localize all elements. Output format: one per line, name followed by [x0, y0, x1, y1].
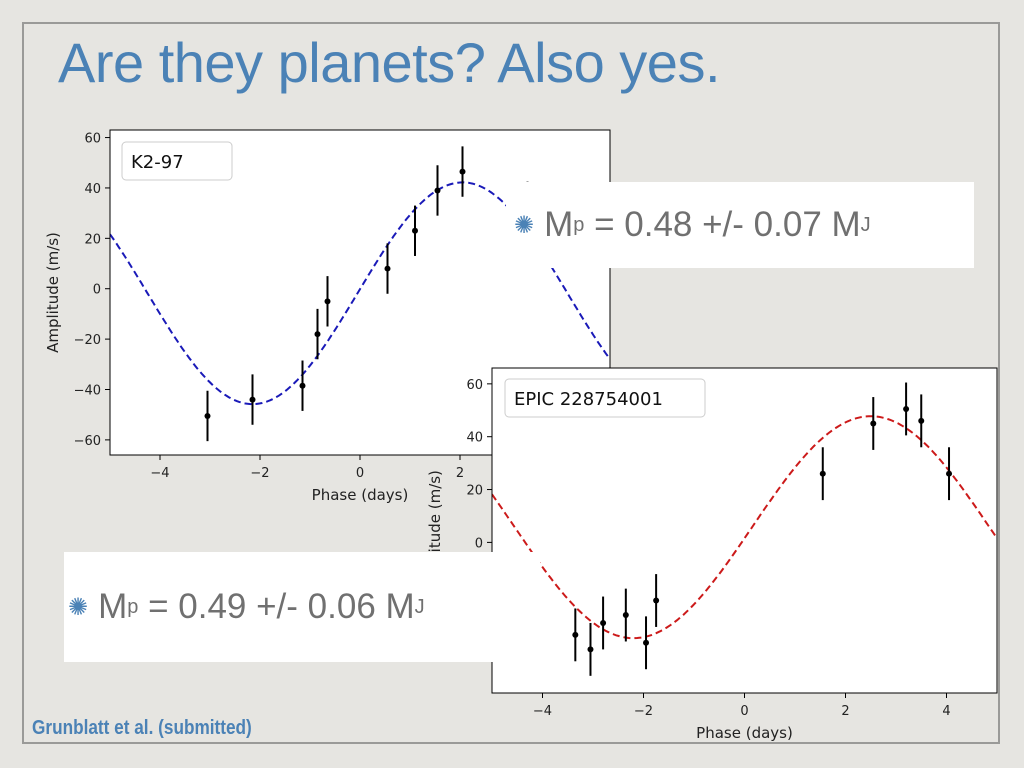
- data-marker: [572, 631, 579, 638]
- x-axis-title: Phase (days): [312, 486, 409, 504]
- x-tick-label: 2: [456, 466, 464, 481]
- asterisk-bullet-icon: ✺: [68, 593, 89, 621]
- data-point: [643, 616, 650, 670]
- x-tick-label: 0: [356, 466, 364, 481]
- y-tick-label: −40: [74, 383, 101, 398]
- data-point: [299, 360, 306, 411]
- y-tick-label: −60: [74, 434, 101, 449]
- data-point: [918, 394, 925, 448]
- data-marker: [249, 396, 256, 403]
- x-tick-label: 4: [942, 704, 950, 719]
- mass-symbol-subscript: p: [573, 213, 585, 236]
- data-marker: [819, 470, 826, 477]
- data-point: [946, 447, 953, 501]
- y-tick-label: −20: [74, 333, 101, 348]
- data-point: [653, 574, 660, 627]
- data-point: [314, 308, 321, 360]
- x-axis-title: Phase (days): [696, 724, 793, 742]
- data-point: [622, 588, 629, 642]
- data-marker: [299, 382, 306, 389]
- data-point: [600, 596, 607, 650]
- data-point: [572, 608, 579, 662]
- data-point: [870, 397, 877, 450]
- model-fit-curve: [110, 181, 610, 406]
- y-tick-label: 20: [466, 484, 483, 499]
- data-marker: [314, 331, 321, 338]
- mass-unit-subscript: J: [414, 595, 425, 618]
- y-tick-label: 60: [466, 378, 483, 393]
- mass-symbol-subscript: p: [127, 595, 139, 618]
- data-point: [204, 390, 211, 442]
- y-tick-label: 0: [93, 283, 101, 298]
- mass-symbol: M: [544, 205, 574, 244]
- data-marker: [946, 470, 953, 477]
- data-point: [459, 146, 466, 197]
- y-tick-label: 40: [466, 431, 483, 446]
- x-tick-label: −2: [634, 704, 653, 719]
- data-marker: [459, 168, 466, 175]
- y-axis-title: Amplitude (m/s): [44, 232, 62, 353]
- y-tick-label: 20: [84, 232, 101, 247]
- y-tick-label: 60: [84, 132, 101, 147]
- mass-value: = 0.48 +/- 0.07 M: [584, 205, 861, 244]
- asterisk-bullet-icon: ✺: [514, 211, 535, 239]
- data-point: [324, 276, 331, 327]
- citation: Grunblatt et al. (submitted): [32, 717, 252, 739]
- data-marker: [384, 265, 391, 272]
- data-marker: [600, 619, 607, 626]
- data-point: [412, 205, 418, 256]
- data-point: [587, 622, 594, 676]
- legend-box: [121, 141, 233, 181]
- y-tick-label: 0: [475, 536, 483, 551]
- slide-frame: [22, 22, 1000, 744]
- legend-label: EPIC 228754001: [514, 389, 663, 410]
- y-tick-label: 40: [84, 182, 101, 197]
- data-point: [434, 165, 441, 216]
- legend-box: [504, 378, 706, 418]
- x-tick-label: 0: [740, 704, 748, 719]
- data-marker: [643, 639, 650, 646]
- data-point: [249, 374, 256, 425]
- data-marker: [918, 417, 925, 424]
- data-marker: [622, 612, 629, 619]
- data-marker: [204, 412, 211, 419]
- data-point: [903, 382, 910, 436]
- data-marker: [324, 298, 331, 305]
- data-marker: [903, 405, 910, 412]
- data-point: [384, 243, 391, 294]
- data-marker: [870, 420, 877, 427]
- data-marker: [434, 187, 441, 194]
- data-marker: [653, 597, 660, 604]
- x-tick-label: −4: [533, 704, 552, 719]
- data-point: [819, 447, 826, 501]
- legend-label: K2-97: [131, 152, 184, 173]
- mass-value: = 0.49 +/- 0.06 M: [138, 587, 415, 626]
- mass-symbol: M: [98, 587, 128, 626]
- x-tick-label: −4: [150, 466, 169, 481]
- x-tick-label: 2: [841, 704, 849, 719]
- x-tick-label: −2: [250, 466, 269, 481]
- data-marker: [587, 646, 594, 653]
- data-marker: [412, 227, 418, 234]
- slide-title: Are they planets? Also yes.: [58, 31, 721, 94]
- mass-unit-subscript: J: [860, 213, 871, 236]
